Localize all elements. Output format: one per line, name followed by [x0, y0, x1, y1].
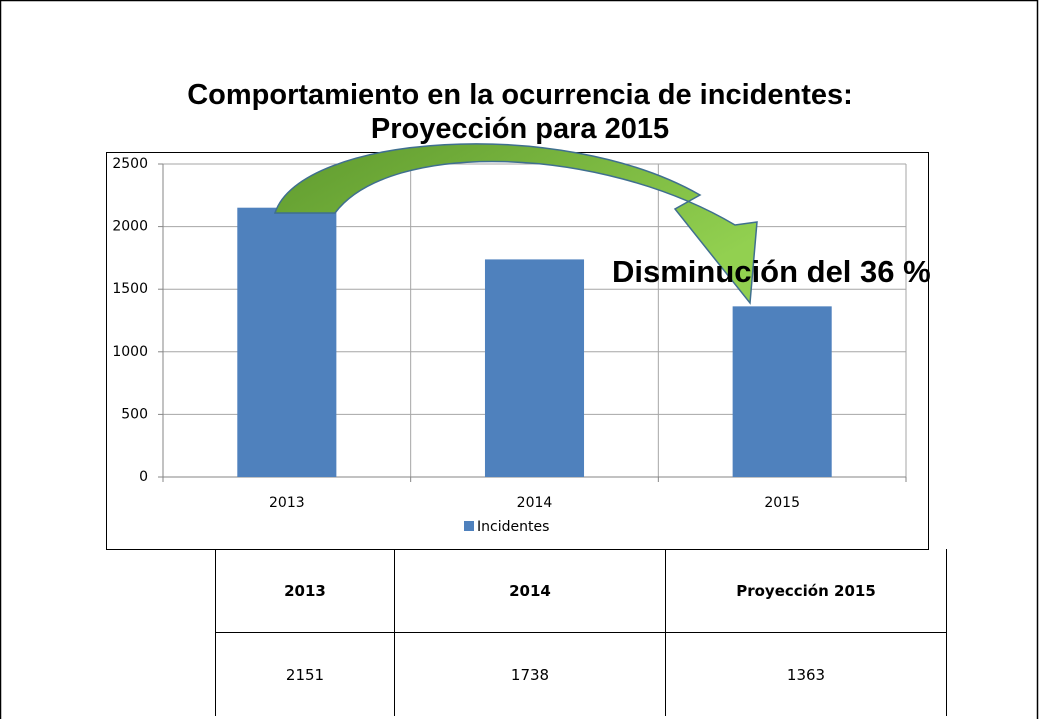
table-cell: 1363: [665, 632, 947, 716]
x-tick-label: 2015: [764, 495, 800, 511]
chart-title: Comportamiento en la ocurrencia de incid…: [187, 79, 853, 145]
trend-arrow: [273, 143, 758, 305]
y-tick-label: 1500: [112, 281, 148, 297]
table-row: 2151 1738 1363: [215, 632, 947, 716]
y-tick-label: 500: [121, 406, 148, 422]
x-tick-label: 2013: [269, 495, 305, 511]
annotation: Disminución del 36 %: [612, 254, 931, 289]
x-tick-label: 2014: [517, 495, 553, 511]
bar: [237, 207, 337, 477]
bar: [484, 259, 585, 477]
bar: [732, 306, 832, 477]
table-cell: 2013: [215, 549, 395, 633]
table-cell: 2151: [215, 632, 395, 716]
y-tick-label: 2500: [112, 156, 148, 172]
y-tick-label: 1000: [112, 344, 148, 360]
data-table: 2013 2014 Proyección 2015 2151 1738 1363: [215, 549, 947, 716]
legend-label: Incidentes: [477, 519, 549, 535]
table-cell: 2014: [394, 549, 666, 633]
legend-swatch: [464, 521, 474, 531]
table-cell: 1738: [394, 632, 666, 716]
y-tick-label: 0: [139, 469, 148, 485]
y-tick-label: 2000: [112, 219, 148, 235]
table-cell: Proyección 2015: [665, 549, 947, 633]
table-row: 2013 2014 Proyección 2015: [215, 549, 947, 633]
